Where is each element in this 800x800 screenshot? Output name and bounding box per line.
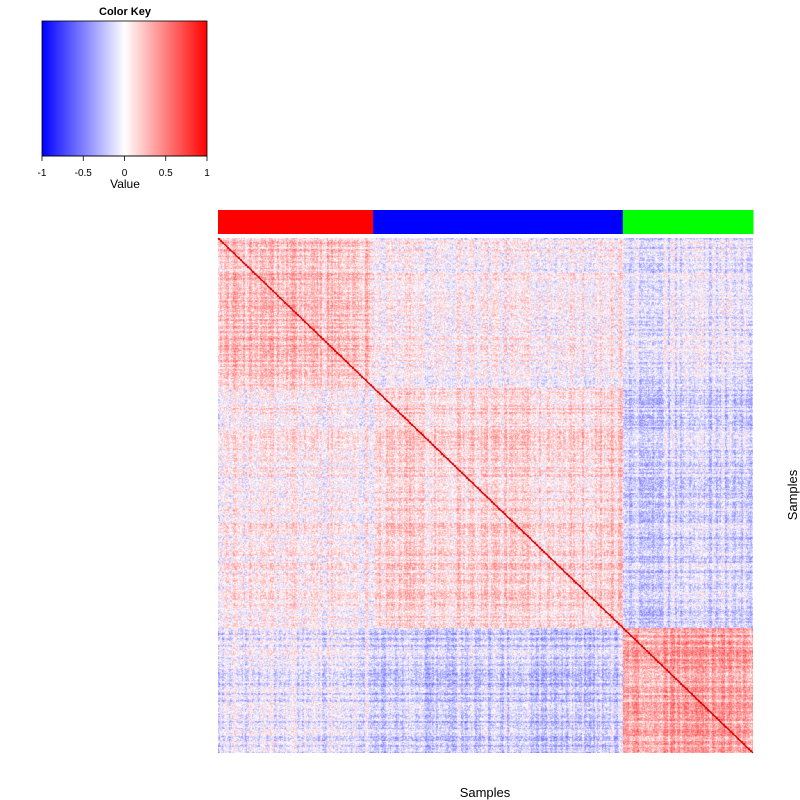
- x-axis-label: Samples: [460, 785, 511, 800]
- color-key: Color Key -1 -0.5 0 0.5 1 Value: [38, 6, 211, 191]
- color-key-label: Value: [110, 177, 140, 191]
- color-key-title: Color Key: [99, 6, 152, 18]
- color-key-tick-label: -0.5: [75, 168, 93, 179]
- color-key-gradient: [41, 20, 208, 157]
- color-key-ticks: -1 -0.5 0 0.5 1: [38, 156, 210, 179]
- column-side-color-block: [373, 210, 624, 234]
- column-side-colors: [218, 210, 754, 234]
- color-key-tick-label: 0.5: [159, 168, 173, 179]
- heatmap-diagonal: [217, 237, 754, 754]
- color-key-tick-label: 0: [122, 168, 128, 179]
- color-key-tick-label: -1: [38, 168, 47, 179]
- column-side-color-block: [622, 210, 754, 234]
- column-side-color-block: [218, 210, 374, 234]
- y-axis-label: Samples: [785, 469, 800, 520]
- color-key-tick-label: 1: [204, 168, 210, 179]
